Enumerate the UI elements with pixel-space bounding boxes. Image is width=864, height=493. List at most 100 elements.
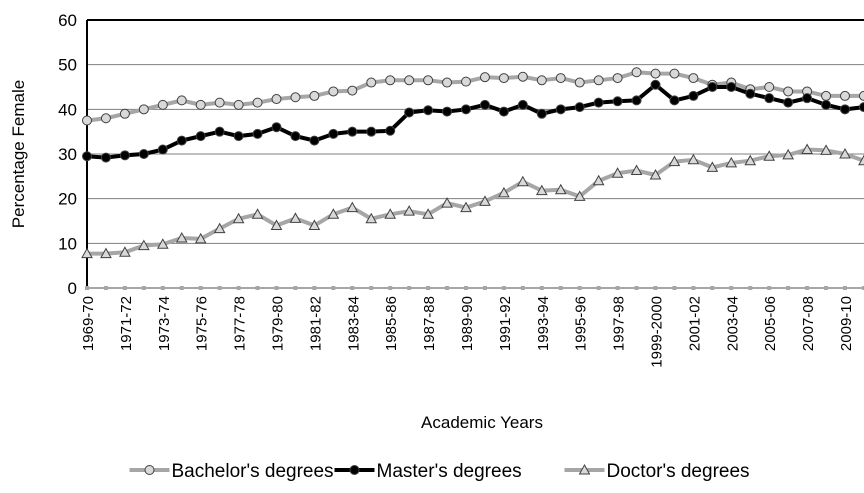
data-point (119, 150, 130, 161)
x-tick-mark (539, 286, 544, 290)
y-tick-label: 60 (58, 11, 77, 30)
x-tick-label: 1983-84 (345, 296, 362, 351)
data-point (309, 90, 320, 101)
data-point (119, 246, 131, 257)
x-tick-mark (615, 286, 620, 290)
legend-label: Master's degrees (377, 461, 522, 482)
data-point (858, 102, 864, 113)
data-point (176, 135, 187, 146)
data-point (384, 208, 397, 219)
data-point (157, 144, 168, 155)
x-tick-mark (236, 286, 241, 290)
data-point (612, 73, 623, 84)
x-tick-mark (217, 286, 222, 290)
x-tick-mark (596, 286, 601, 290)
x-tick-mark (445, 286, 450, 290)
x-tick-mark (824, 286, 829, 290)
data-point (593, 97, 604, 108)
x-tick-mark (141, 286, 146, 290)
x-tick-mark (293, 286, 298, 290)
x-tick-label: 1987-88 (421, 296, 438, 351)
data-point (517, 99, 528, 110)
x-tick-mark (691, 286, 696, 290)
data-point (555, 73, 566, 84)
data-point (479, 99, 490, 110)
x-tick-mark (198, 286, 203, 290)
data-point (840, 90, 850, 101)
x-tick-mark (388, 286, 393, 290)
data-point (290, 131, 301, 142)
data-point (100, 152, 111, 163)
data-point (404, 107, 415, 118)
x-tick-label: 1979-80 (270, 296, 287, 351)
data-point (536, 75, 547, 86)
data-point (612, 96, 623, 107)
x-tick-mark (577, 286, 582, 290)
data-point (347, 126, 358, 137)
data-point (195, 99, 206, 110)
data-point (574, 77, 585, 88)
data-point (669, 95, 680, 106)
data-point (214, 126, 225, 137)
x-tick-mark (312, 286, 317, 290)
x-tick-label: 1999-2000 (649, 296, 666, 368)
data-point (764, 93, 775, 104)
data-point (669, 68, 680, 79)
legend-marker (349, 465, 360, 475)
x-tick-label: 1973-74 (156, 296, 173, 351)
data-point (157, 99, 168, 110)
data-point (442, 77, 453, 88)
x-tick-mark (482, 286, 487, 290)
x-tick-mark (179, 286, 184, 290)
data-point (706, 161, 719, 172)
data-point (442, 106, 453, 117)
data-point (213, 222, 226, 234)
data-point (423, 75, 434, 86)
y-tick-label: 50 (58, 56, 77, 75)
x-tick-label: 1993-94 (535, 296, 552, 351)
data-point (461, 104, 471, 115)
data-point (194, 232, 207, 244)
data-point (366, 126, 377, 137)
x-tick-mark (729, 286, 734, 290)
x-tick-mark (255, 286, 260, 290)
y-tick-label: 20 (58, 190, 77, 209)
data-point (840, 104, 850, 115)
data-point (347, 85, 358, 96)
data-point (593, 75, 604, 86)
data-point (649, 168, 662, 180)
x-tick-mark (103, 286, 108, 290)
data-point (308, 219, 321, 230)
data-point (290, 92, 301, 103)
data-point (403, 205, 415, 216)
data-point (461, 76, 471, 87)
data-point (630, 164, 643, 176)
x-tick-mark (122, 286, 127, 290)
data-point (271, 94, 282, 105)
data-point (327, 208, 340, 219)
x-tick-mark (805, 286, 810, 290)
data-point (346, 201, 359, 213)
data-point (404, 75, 415, 86)
data-point (821, 90, 832, 101)
data-point (309, 135, 320, 146)
data-point (138, 239, 150, 251)
data-point (138, 149, 149, 159)
x-tick-mark (350, 286, 355, 290)
data-point (328, 86, 339, 97)
x-tick-label: 2001-02 (686, 296, 703, 351)
x-tick-mark (520, 286, 525, 290)
y-tick-label: 10 (58, 234, 77, 253)
data-point (175, 231, 188, 243)
x-axis-title: Academic Years (421, 413, 543, 432)
data-point (423, 105, 434, 116)
data-point (81, 247, 93, 259)
legend-label: Bachelor's degrees (172, 461, 334, 482)
data-point (517, 175, 529, 187)
data-point (764, 82, 775, 92)
data-point (251, 208, 264, 219)
x-tick-mark (501, 286, 506, 290)
x-tick-mark (653, 286, 658, 290)
